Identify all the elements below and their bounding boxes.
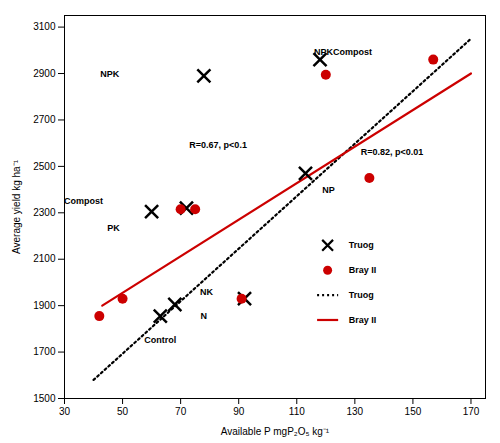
svg-text:90: 90 <box>233 406 245 417</box>
svg-text:3100: 3100 <box>33 21 56 32</box>
svg-text:PK: PK <box>107 223 120 233</box>
svg-text:70: 70 <box>175 406 187 417</box>
svg-text:2300: 2300 <box>33 207 56 218</box>
svg-text:NP: NP <box>322 185 335 195</box>
svg-text:Available P mgP₂O₅ kg⁻¹: Available P mgP₂O₅ kg⁻¹ <box>221 426 330 437</box>
svg-text:NPK: NPK <box>100 69 120 79</box>
svg-text:130: 130 <box>347 406 364 417</box>
svg-text:Bray II: Bray II <box>349 315 377 325</box>
svg-text:110: 110 <box>289 406 305 417</box>
svg-text:2700: 2700 <box>33 114 56 125</box>
svg-text:Bray II: Bray II <box>349 265 377 275</box>
svg-text:1900: 1900 <box>33 300 56 311</box>
svg-text:NK: NK <box>200 287 213 297</box>
svg-text:150: 150 <box>405 406 422 417</box>
svg-text:30: 30 <box>59 406 71 417</box>
svg-text:N: N <box>201 311 208 321</box>
svg-text:2500: 2500 <box>33 161 56 172</box>
svg-text:50: 50 <box>117 406 129 417</box>
svg-text:Truog: Truog <box>349 290 374 300</box>
svg-text:R=0.82, p<0.01: R=0.82, p<0.01 <box>361 147 424 157</box>
svg-text:Average yield kg ha⁻¹: Average yield kg ha⁻¹ <box>11 159 22 254</box>
svg-text:Truog: Truog <box>349 240 374 250</box>
svg-text:2900: 2900 <box>33 68 56 79</box>
svg-text:2100: 2100 <box>33 253 56 264</box>
svg-text:R=0.67, p<0.1: R=0.67, p<0.1 <box>189 140 247 150</box>
svg-text:Control: Control <box>144 335 176 345</box>
svg-text:1700: 1700 <box>33 346 56 357</box>
svg-text:Compost: Compost <box>64 196 103 206</box>
svg-text:170: 170 <box>463 406 480 417</box>
svg-text:1500: 1500 <box>33 393 56 404</box>
svg-text:NPKCompost: NPKCompost <box>314 47 372 57</box>
